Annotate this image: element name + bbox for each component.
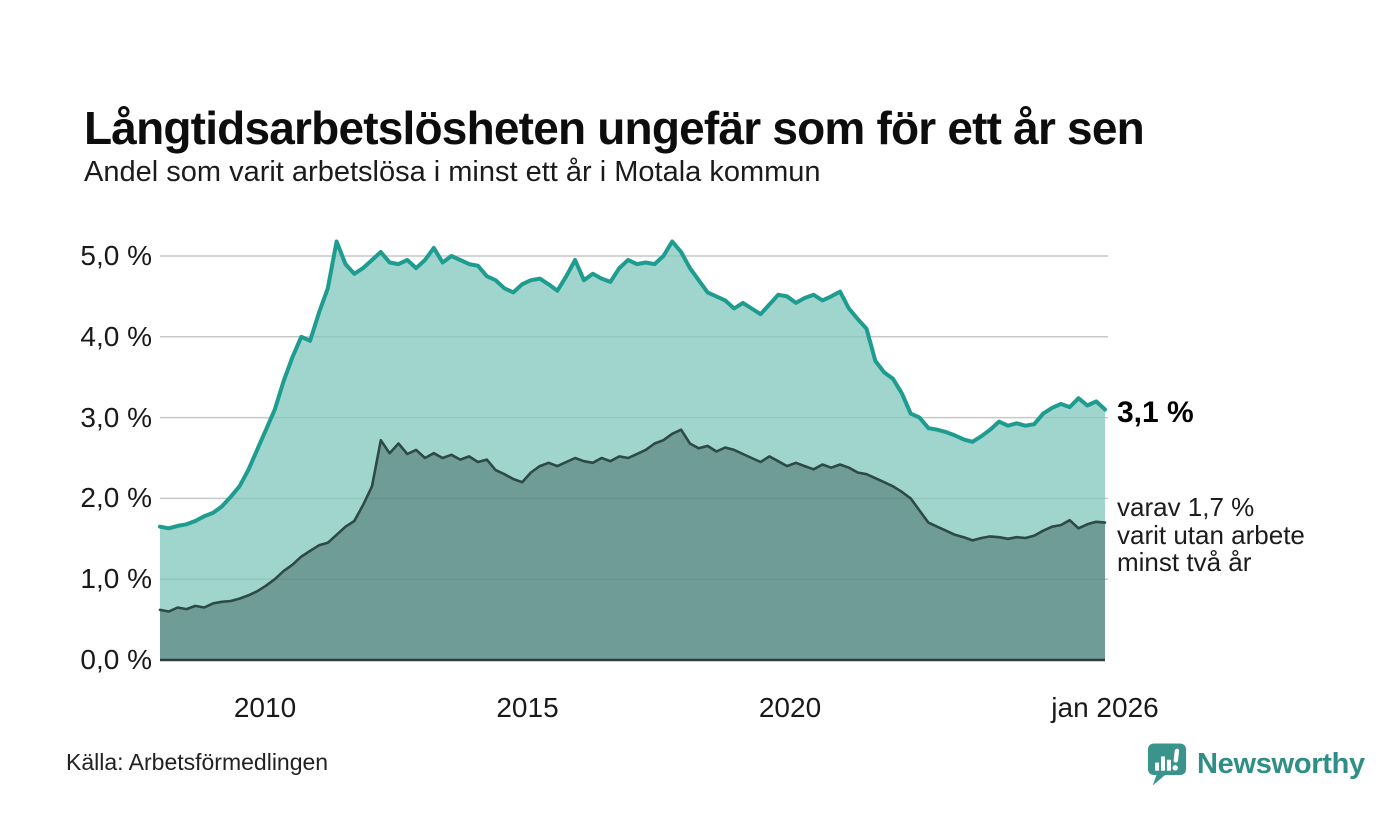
brand-name: Newsworthy: [1197, 748, 1365, 780]
two-year-annotation: varav 1,7 % varit utan arbete minst två år: [1117, 492, 1305, 577]
line-total-unemployed: [158, 239, 1107, 531]
latest-value-label: 3,1 %: [1117, 396, 1194, 429]
logo-bar-2: [1160, 756, 1165, 771]
logo-exclamation-dot: [1172, 765, 1178, 771]
x-tick-label: jan 2026: [1051, 692, 1159, 723]
brand-logo: Newsworthy: [1146, 741, 1365, 788]
gridlines-overlay: [160, 255, 1108, 580]
two-year-annotation-line: minst två år: [1117, 547, 1252, 577]
y-tick-label: 4,0 %: [80, 320, 152, 352]
newsworthy-logo-icon: [1147, 743, 1187, 786]
y-tick-label: 1,0 %: [80, 563, 152, 595]
chart-subtitle: Andel som varit arbetslösa i minst ett å…: [84, 156, 821, 188]
y-tick-label: 3,0 %: [80, 401, 152, 433]
x-tick-label: 2010: [233, 692, 297, 723]
line-two-year-unemployed: [158, 428, 1107, 613]
logo-exclamation-bar: [1173, 748, 1180, 763]
x-tick-label: 2015: [496, 692, 559, 723]
x-tick-label: 2020: [758, 692, 822, 723]
page-title: Långtidsarbetslösheten ungefär som för e…: [84, 101, 1145, 154]
logo-bar-3: [1166, 759, 1171, 771]
two-year-annotation-line: varav 1,7 %: [1117, 492, 1255, 522]
y-tick-label: 2,0 %: [80, 482, 152, 514]
source-label: Källa: Arbetsförmedlingen: [66, 749, 329, 775]
two-year-annotation-line: varit utan arbete: [1117, 519, 1305, 550]
y-tick-label: 5,0 %: [80, 240, 152, 271]
logo-bar-1: [1155, 762, 1160, 771]
area-two-year-unemployed: [160, 429, 1105, 660]
y-tick-label: 0,0 %: [80, 644, 152, 675]
